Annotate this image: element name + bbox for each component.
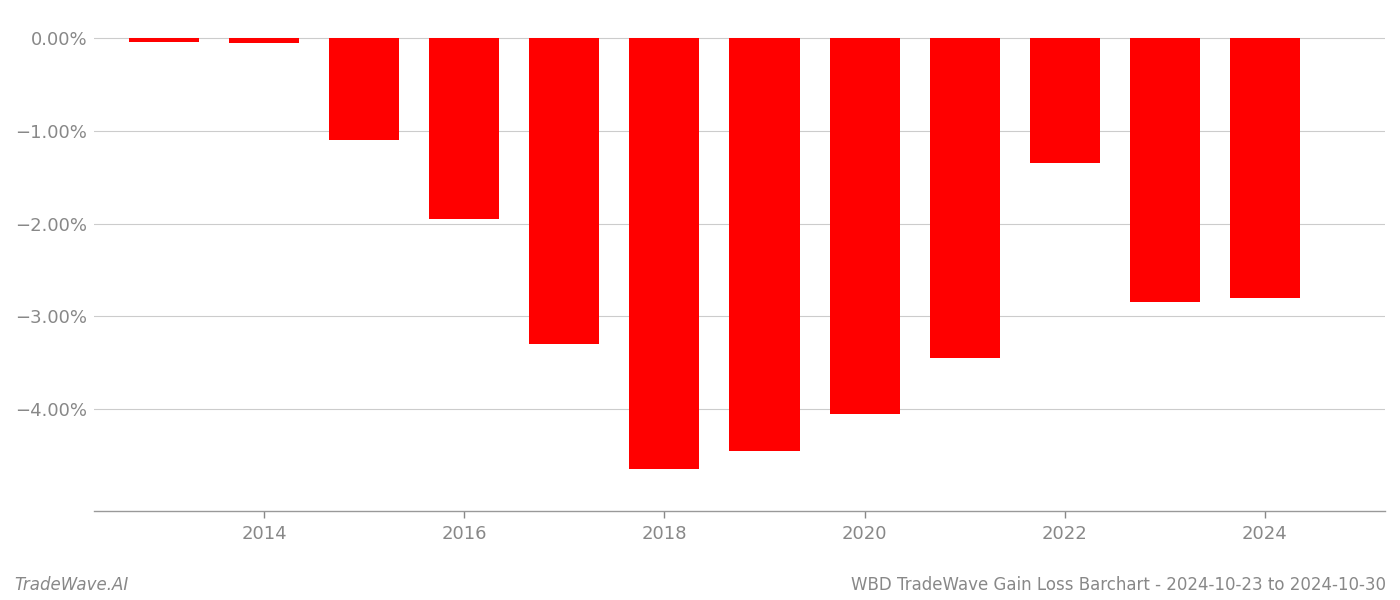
Bar [1030,38,1100,163]
Bar [630,38,700,469]
Bar [430,38,500,219]
Bar [729,38,799,451]
Bar [1229,38,1301,298]
Bar [830,38,900,414]
Bar [1130,38,1200,302]
Bar [329,38,399,140]
Bar [129,38,199,42]
Bar [930,38,1000,358]
Text: TradeWave.AI: TradeWave.AI [14,576,129,594]
Bar [230,38,300,43]
Bar [529,38,599,344]
Text: WBD TradeWave Gain Loss Barchart - 2024-10-23 to 2024-10-30: WBD TradeWave Gain Loss Barchart - 2024-… [851,576,1386,594]
